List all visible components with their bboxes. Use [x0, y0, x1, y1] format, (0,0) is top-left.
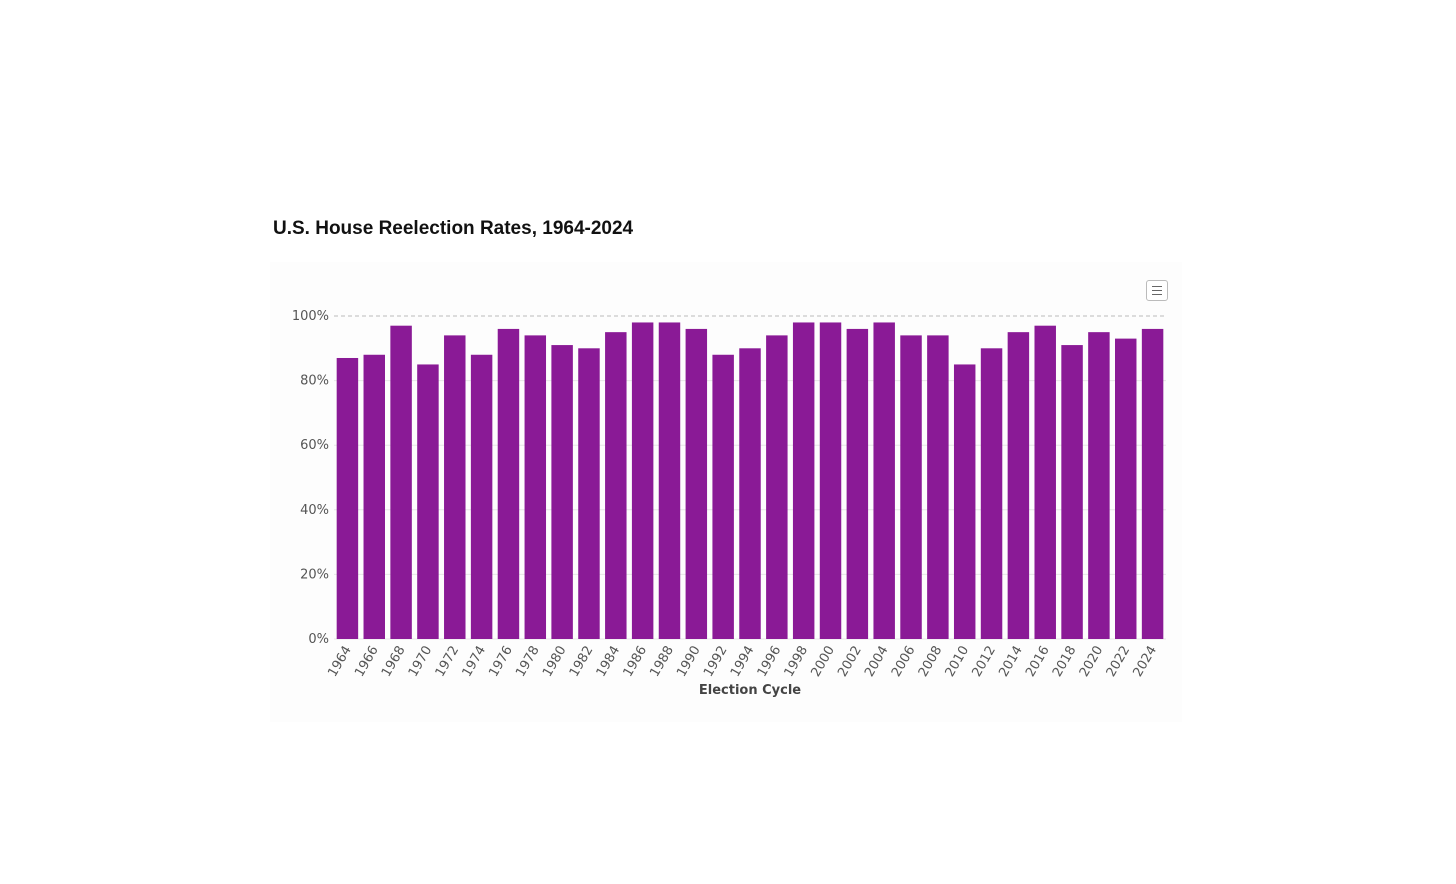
bar-2000[interactable]: [819, 322, 842, 639]
bar-2008[interactable]: [927, 335, 949, 639]
x-tick-label: 2008: [916, 644, 946, 680]
bar-1976[interactable]: [497, 328, 520, 639]
x-tick-label: 2022: [1104, 644, 1134, 680]
bar-2020[interactable]: [1088, 332, 1110, 639]
hamburger-menu-icon: [1152, 286, 1162, 287]
x-tick-label: 1990: [674, 644, 704, 680]
bar-1970[interactable]: [417, 364, 439, 639]
bar-1996[interactable]: [766, 335, 788, 639]
x-tick-label: 1984: [594, 644, 624, 680]
x-tick-label: 1980: [540, 644, 570, 680]
x-tick-label: 1966: [352, 644, 382, 680]
x-tick-label: 1968: [379, 644, 409, 680]
x-tick-label: 1996: [755, 644, 785, 680]
bar-1994[interactable]: [739, 348, 761, 639]
y-tick-label: 0%: [308, 632, 329, 647]
x-tick-label: 1972: [433, 644, 463, 680]
bar-1998[interactable]: [792, 322, 815, 639]
x-axis-ticks: 1964196619681970197219741976197819801982…: [325, 643, 1160, 679]
x-tick-label: 1964: [325, 644, 355, 680]
bar-2002[interactable]: [846, 328, 869, 639]
bar-2012[interactable]: [980, 348, 1003, 639]
x-tick-label: 2004: [862, 644, 892, 680]
x-tick-label: 2024: [1131, 644, 1161, 680]
bar-2010[interactable]: [953, 364, 976, 639]
x-tick-label: 1998: [782, 644, 812, 680]
x-tick-label: 1986: [621, 644, 651, 680]
x-tick-label: 1976: [486, 644, 516, 680]
hamburger-menu-icon-line: [1152, 294, 1162, 295]
chart-menu-button[interactable]: [1146, 280, 1168, 301]
bar-2018[interactable]: [1061, 345, 1083, 639]
bar-1964[interactable]: [336, 357, 359, 639]
x-tick-label: 1970: [406, 644, 436, 680]
bar-1980[interactable]: [551, 345, 573, 639]
y-tick-label: 40%: [300, 503, 329, 518]
bar-2004[interactable]: [873, 322, 895, 639]
y-axis-ticks: 0% 20% 40% 60% 80% 100%: [292, 309, 329, 647]
x-tick-label: 2002: [835, 644, 865, 680]
bar-1968[interactable]: [390, 325, 412, 639]
bar-2022[interactable]: [1115, 338, 1137, 639]
bar-2006[interactable]: [900, 335, 922, 639]
x-tick-label: 2018: [1050, 644, 1080, 680]
bar-1974[interactable]: [470, 354, 493, 639]
x-axis-label: Election Cycle: [699, 683, 801, 698]
bar-1988[interactable]: [658, 322, 681, 639]
x-tick-label: 2000: [808, 644, 838, 680]
x-tick-label: 1978: [513, 644, 543, 680]
bar-1982[interactable]: [578, 348, 600, 639]
bar-1978[interactable]: [524, 335, 547, 639]
bar-1986[interactable]: [631, 322, 654, 639]
x-tick-label: 1992: [701, 644, 731, 680]
x-tick-label: 2012: [969, 643, 999, 679]
bar-1992[interactable]: [712, 354, 734, 639]
bar-1984[interactable]: [605, 332, 627, 639]
x-tick-label: 1974: [460, 644, 490, 680]
x-tick-label: 2020: [1077, 644, 1107, 680]
hamburger-menu-icon-line: [1152, 290, 1162, 291]
bar-1990[interactable]: [685, 328, 708, 639]
bar-2024[interactable]: [1141, 328, 1164, 639]
y-tick-label: 80%: [300, 374, 329, 389]
x-tick-label: 2010: [943, 644, 973, 680]
x-tick-label: 2014: [996, 644, 1026, 680]
y-tick-label: 60%: [300, 438, 329, 453]
x-tick-label: 2006: [889, 644, 919, 680]
bar-1972[interactable]: [444, 335, 466, 639]
bars: [336, 322, 1164, 639]
bar-2016[interactable]: [1034, 325, 1056, 639]
x-tick-label: 1988: [647, 644, 677, 680]
x-tick-label: 1982: [567, 644, 597, 680]
y-tick-label: 20%: [300, 567, 329, 582]
bar-2014[interactable]: [1007, 332, 1030, 639]
y-tick-label: 100%: [292, 309, 329, 324]
chart-title: U.S. House Reelection Rates, 1964-2024: [273, 218, 634, 239]
bar-1966[interactable]: [363, 354, 385, 639]
x-tick-label: 2016: [1023, 644, 1053, 680]
x-tick-label: 1994: [728, 644, 758, 680]
